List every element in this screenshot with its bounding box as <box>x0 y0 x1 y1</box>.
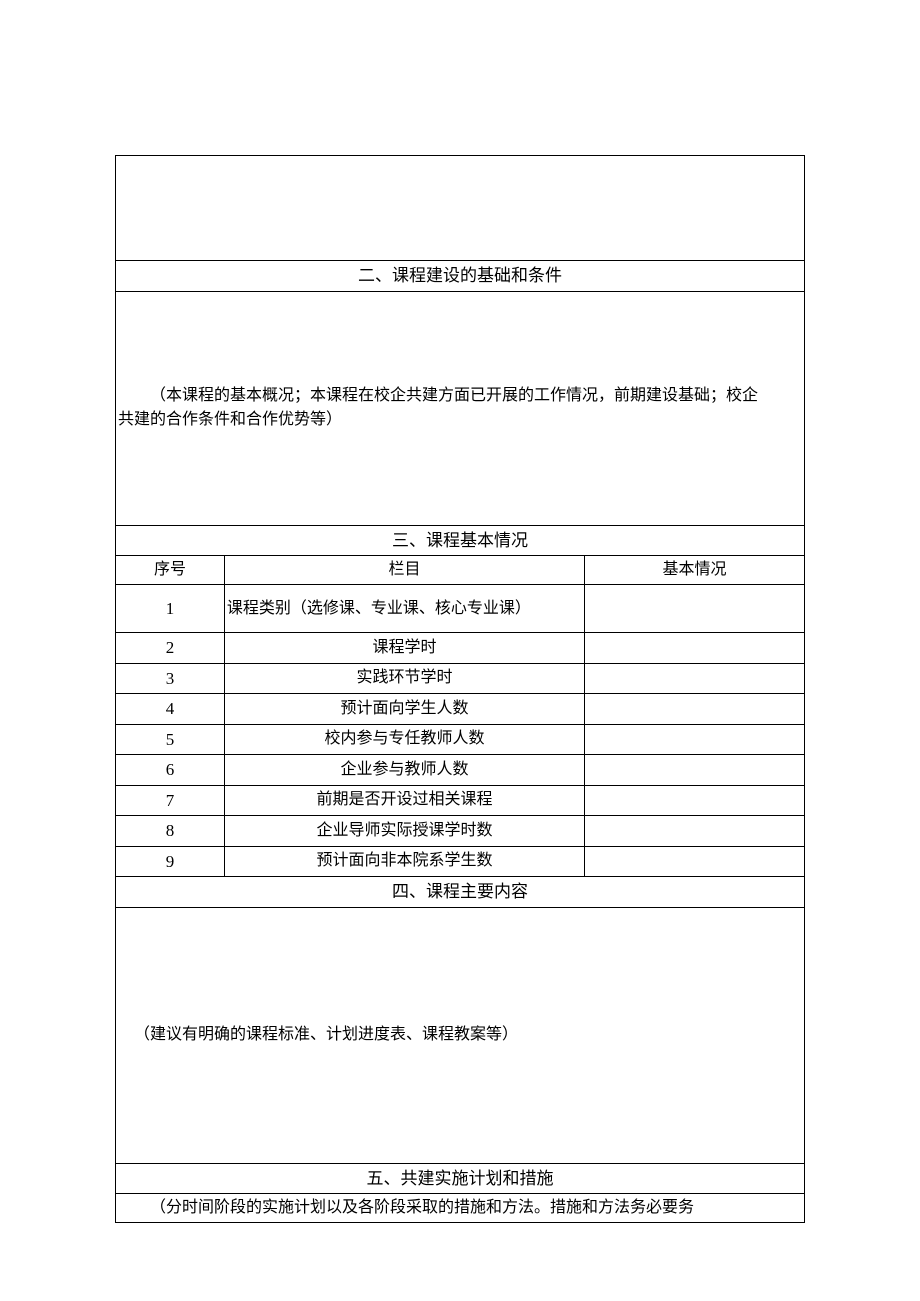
row1-seq: 1 <box>116 585 225 633</box>
section4-body-row: （建议有明确的课程标准、计划进度表、课程教案等） <box>116 907 805 1163</box>
section2-title: 二、课程建设的基础和条件 <box>116 261 805 292</box>
section4-body: （建议有明确的课程标准、计划进度表、课程教案等） <box>116 907 805 1163</box>
row1-info <box>585 585 805 633</box>
row9-info <box>585 846 805 877</box>
row4-info <box>585 694 805 725</box>
section2-line1: （本课程的基本概况；本课程在校企共建方面已开展的工作情况，前期建设基础；校企 <box>118 384 802 408</box>
table-row: 1 课程类别（选修课、专业课、核心专业课） <box>116 585 805 633</box>
row5-item: 校内参与专任教师人数 <box>224 724 584 755</box>
section2-title-row: 二、课程建设的基础和条件 <box>116 261 805 292</box>
row3-item: 实践环节学时 <box>224 663 584 694</box>
section4-title: 四、课程主要内容 <box>116 877 805 908</box>
row2-info <box>585 633 805 664</box>
section5-text: （分时间阶段的实施计划以及各阶段采取的措施和方法。措施和方法务必要务 <box>118 1196 802 1220</box>
table-row: 8 企业导师实际授课学时数 <box>116 816 805 847</box>
section3-title-row: 三、课程基本情况 <box>116 525 805 556</box>
blank-top-row <box>116 156 805 261</box>
row9-item: 预计面向非本院系学生数 <box>224 846 584 877</box>
section3-header-row: 序号 栏目 基本情况 <box>116 556 805 585</box>
section2-body: （本课程的基本概况；本课程在校企共建方面已开展的工作情况，前期建设基础；校企 共… <box>116 291 805 525</box>
section5-title-row: 五、共建实施计划和措施 <box>116 1163 805 1194</box>
row4-seq: 4 <box>116 694 225 725</box>
table-row: 5 校内参与专任教师人数 <box>116 724 805 755</box>
row7-item: 前期是否开设过相关课程 <box>224 785 584 816</box>
row6-info <box>585 755 805 786</box>
row9-seq: 9 <box>116 846 225 877</box>
row6-item: 企业参与教师人数 <box>224 755 584 786</box>
row3-info <box>585 663 805 694</box>
row2-seq: 2 <box>116 633 225 664</box>
row8-seq: 8 <box>116 816 225 847</box>
section2-body-row: （本课程的基本概况；本课程在校企共建方面已开展的工作情况，前期建设基础；校企 共… <box>116 291 805 525</box>
section2-line2: 共建的合作条件和合作优势等） <box>118 408 802 432</box>
row2-item: 课程学时 <box>224 633 584 664</box>
section5-title: 五、共建实施计划和措施 <box>116 1163 805 1194</box>
section4-text: （建议有明确的课程标准、计划进度表、课程教案等） <box>118 1023 802 1047</box>
row7-info <box>585 785 805 816</box>
row8-info <box>585 816 805 847</box>
row6-seq: 6 <box>116 755 225 786</box>
header-seq: 序号 <box>116 556 225 585</box>
row4-item: 预计面向学生人数 <box>224 694 584 725</box>
row5-info <box>585 724 805 755</box>
row3-seq: 3 <box>116 663 225 694</box>
section4-title-row: 四、课程主要内容 <box>116 877 805 908</box>
table-row: 9 预计面向非本院系学生数 <box>116 846 805 877</box>
row8-item: 企业导师实际授课学时数 <box>224 816 584 847</box>
row7-seq: 7 <box>116 785 225 816</box>
section3-title: 三、课程基本情况 <box>116 525 805 556</box>
row1-item: 课程类别（选修课、专业课、核心专业课） <box>224 585 584 633</box>
row5-seq: 5 <box>116 724 225 755</box>
table-row: 2 课程学时 <box>116 633 805 664</box>
header-item: 栏目 <box>224 556 584 585</box>
table-row: 6 企业参与教师人数 <box>116 755 805 786</box>
table-row: 4 预计面向学生人数 <box>116 694 805 725</box>
table-row: 3 实践环节学时 <box>116 663 805 694</box>
blank-top-cell <box>116 156 805 261</box>
section5-body-row: （分时间阶段的实施计划以及各阶段采取的措施和方法。措施和方法务必要务 <box>116 1194 805 1223</box>
section5-body: （分时间阶段的实施计划以及各阶段采取的措施和方法。措施和方法务必要务 <box>116 1194 805 1223</box>
header-info: 基本情况 <box>585 556 805 585</box>
form-table: 二、课程建设的基础和条件 （本课程的基本概况；本课程在校企共建方面已开展的工作情… <box>115 155 805 1223</box>
table-row: 7 前期是否开设过相关课程 <box>116 785 805 816</box>
